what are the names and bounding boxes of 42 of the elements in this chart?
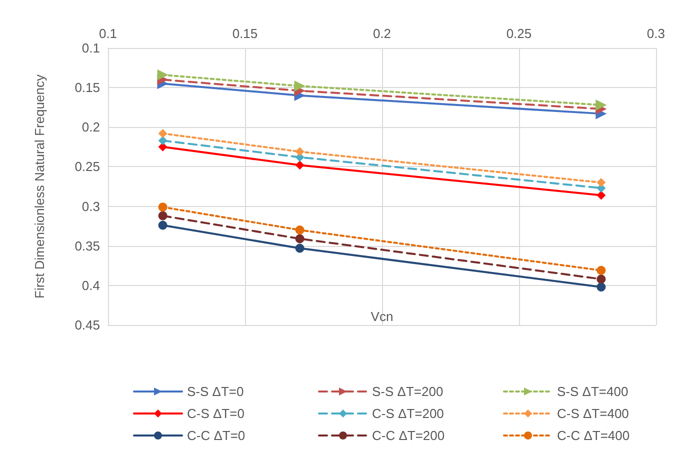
legend-label: S-S ΔT=400	[557, 384, 628, 399]
point	[596, 190, 606, 200]
legend-label: C-C ΔT=200	[372, 428, 445, 443]
y-tick-label: 0.35	[74, 238, 100, 254]
point	[295, 234, 304, 244]
point	[295, 244, 304, 253]
y-axis-title: First Dimensionless Natural Frequency	[32, 74, 47, 298]
point	[158, 136, 168, 146]
y-tick-label: 0.1	[82, 40, 100, 56]
point	[295, 160, 304, 170]
legend-label: C-S ΔT=400	[557, 406, 629, 421]
legend-label: S-S ΔT=200	[372, 384, 444, 399]
y-tick-label: 0.45	[74, 318, 100, 332]
point	[295, 147, 304, 156]
legend-label: C-S ΔT=200	[372, 406, 444, 421]
point	[158, 202, 168, 212]
legend-label: C-S ΔT=0	[187, 406, 244, 421]
y-tick-label: 0.3	[82, 198, 100, 214]
point	[596, 99, 607, 110]
x-tick-label: 0.2	[372, 26, 392, 41]
point	[157, 69, 168, 80]
point	[596, 178, 606, 188]
x-tick-label: 0.3	[646, 26, 666, 41]
y-tick-label: 0.2	[82, 120, 100, 135]
legend-label: C-C ΔT=400	[557, 428, 630, 443]
y-tick-label: 0.4	[82, 278, 100, 293]
point	[295, 226, 304, 235]
point	[158, 128, 168, 138]
x-tick-label: 0.15	[232, 26, 258, 41]
point	[596, 274, 606, 284]
legend-label: S-S ΔT=0	[187, 384, 244, 399]
y-tick-label: 0.25	[74, 159, 100, 174]
x-tick-label: 0.25	[506, 26, 532, 41]
x-axis-title: Vcn	[370, 309, 394, 324]
y-tick-label: 0.15	[74, 80, 100, 96]
point	[596, 282, 606, 292]
point	[158, 220, 168, 230]
x-tick-label: 0.1	[98, 26, 118, 41]
point	[158, 211, 168, 220]
point	[294, 80, 306, 92]
point	[596, 266, 606, 275]
legend-label: C-C ΔT=0	[187, 428, 246, 443]
